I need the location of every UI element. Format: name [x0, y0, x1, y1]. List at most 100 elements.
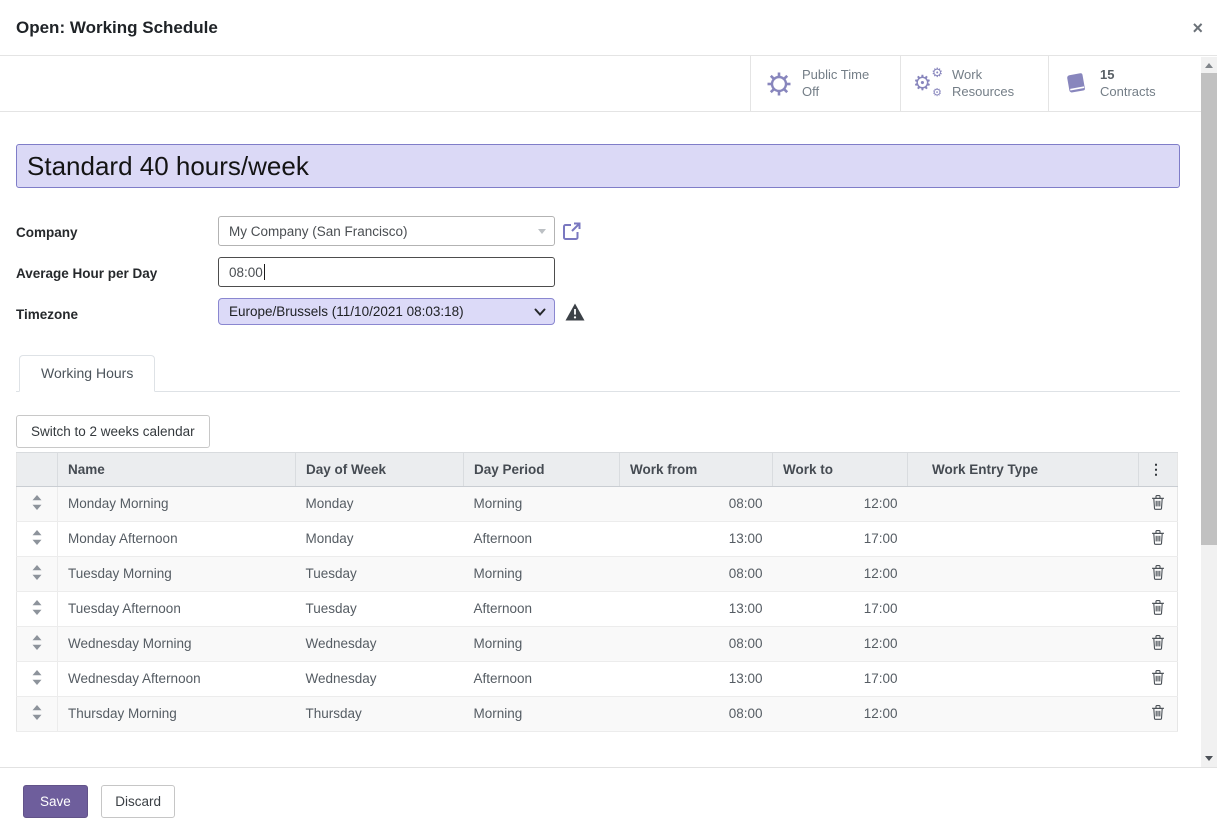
cell-day-period: Afternoon: [464, 591, 620, 626]
scroll-down-arrow-icon[interactable]: [1205, 756, 1213, 761]
drag-handle[interactable]: [17, 591, 58, 626]
cell-work-to: 17:00: [773, 521, 908, 556]
column-header-day-period[interactable]: Day Period: [464, 452, 620, 486]
modal-footer: Save Discard: [0, 767, 1217, 839]
table-header-row: Name Day of Week Day Period Work from Wo…: [17, 452, 1178, 486]
cell-work-from: 08:00: [620, 486, 773, 521]
cell-name: Thursday Morning: [58, 696, 296, 731]
stat-button-label: Work Resources: [952, 67, 1014, 101]
cell-day-of-week: Wednesday: [296, 626, 464, 661]
average-hour-label: Average Hour per Day: [16, 257, 166, 285]
cell-work-from: 08:00: [620, 626, 773, 661]
cell-work-to: 12:00: [773, 556, 908, 591]
vertical-scrollbar[interactable]: [1201, 57, 1217, 767]
cell-work-to: 17:00: [773, 661, 908, 696]
cell-work-entry-type: [908, 626, 1139, 661]
cell-day-period: Afternoon: [464, 521, 620, 556]
book-icon: [1062, 71, 1092, 97]
company-label: Company: [16, 216, 166, 244]
contracts-button[interactable]: 15 Contracts: [1048, 56, 1190, 111]
drag-handle[interactable]: [17, 661, 58, 696]
cell-work-entry-type: [908, 591, 1139, 626]
drag-handle[interactable]: [17, 556, 58, 591]
cell-name: Wednesday Morning: [58, 626, 296, 661]
table-row[interactable]: Tuesday Afternoon Tuesday Afternoon 13:0…: [17, 591, 1178, 626]
cell-work-to: 12:00: [773, 626, 908, 661]
table-row[interactable]: Monday Afternoon Monday Afternoon 13:00 …: [17, 521, 1178, 556]
notebook-tabs: Working Hours: [16, 355, 1180, 392]
cell-day-of-week: Thursday: [296, 696, 464, 731]
delete-row-button[interactable]: [1139, 521, 1178, 556]
save-button[interactable]: Save: [23, 785, 88, 818]
sun-icon: [764, 70, 794, 98]
drag-handle[interactable]: [17, 486, 58, 521]
delete-row-button[interactable]: [1139, 556, 1178, 591]
form-grid: Company My Company (San Francisco) Avera…: [16, 216, 1180, 326]
company-field[interactable]: My Company (San Francisco): [218, 216, 555, 246]
scrollbar-thumb[interactable]: [1201, 73, 1217, 545]
column-header-name[interactable]: Name: [58, 452, 296, 486]
timezone-label: Timezone: [16, 298, 166, 326]
cell-work-from: 13:00: [620, 591, 773, 626]
cell-work-entry-type: [908, 661, 1139, 696]
drag-handle[interactable]: [17, 521, 58, 556]
column-header-work-to[interactable]: Work to: [773, 452, 908, 486]
delete-row-button[interactable]: [1139, 486, 1178, 521]
ellipsis-v-icon[interactable]: ⋮: [1149, 461, 1163, 477]
close-icon[interactable]: ×: [1192, 19, 1203, 37]
cell-day-period: Morning: [464, 696, 620, 731]
contracts-count: 15: [1100, 67, 1114, 82]
cell-name: Monday Afternoon: [58, 521, 296, 556]
public-time-off-button[interactable]: Public Time Off: [750, 56, 900, 111]
caret-down-icon[interactable]: [538, 229, 546, 234]
drag-handle[interactable]: [17, 626, 58, 661]
column-header-work-entry-type[interactable]: Work Entry Type: [908, 452, 1139, 486]
column-header-work-from[interactable]: Work from: [620, 452, 773, 486]
optional-columns-header: ⋮: [1139, 452, 1178, 486]
cell-day-of-week: Tuesday: [296, 591, 464, 626]
table-row[interactable]: Wednesday Morning Wednesday Morning 08:0…: [17, 626, 1178, 661]
cell-day-period: Morning: [464, 626, 620, 661]
timezone-select[interactable]: Europe/Brussels (11/10/2021 08:03:18): [218, 298, 555, 325]
cell-work-entry-type: [908, 486, 1139, 521]
cell-work-to: 17:00: [773, 591, 908, 626]
table-row[interactable]: Monday Morning Monday Morning 08:00 12:0…: [17, 486, 1178, 521]
tab-working-hours[interactable]: Working Hours: [19, 355, 155, 392]
table-row[interactable]: Thursday Morning Thursday Morning 08:00 …: [17, 696, 1178, 731]
switch-two-weeks-button[interactable]: Switch to 2 weeks calendar: [16, 415, 210, 448]
cell-day-of-week: Tuesday: [296, 556, 464, 591]
cell-day-of-week: Wednesday: [296, 661, 464, 696]
cell-work-from: 08:00: [620, 556, 773, 591]
discard-button[interactable]: Discard: [101, 785, 175, 818]
cell-name: Tuesday Morning: [58, 556, 296, 591]
scroll-up-arrow-icon[interactable]: [1205, 63, 1213, 68]
external-link-icon[interactable]: [562, 221, 582, 241]
cell-work-entry-type: [908, 556, 1139, 591]
delete-row-button[interactable]: [1139, 696, 1178, 731]
stat-button-label: 15 Contracts: [1100, 67, 1156, 101]
work-resources-button[interactable]: ⚙ ⚙ ⚙ Work Resources: [900, 56, 1048, 111]
delete-row-button[interactable]: [1139, 591, 1178, 626]
cell-day-period: Afternoon: [464, 661, 620, 696]
schedule-name-input[interactable]: [16, 144, 1180, 188]
cell-name: Monday Morning: [58, 486, 296, 521]
cell-work-entry-type: [908, 696, 1139, 731]
gears-icon: ⚙ ⚙ ⚙: [914, 69, 944, 99]
delete-row-button[interactable]: [1139, 661, 1178, 696]
column-header-day-of-week[interactable]: Day of Week: [296, 452, 464, 486]
cell-name: Tuesday Afternoon: [58, 591, 296, 626]
cell-day-period: Morning: [464, 556, 620, 591]
cell-day-of-week: Monday: [296, 521, 464, 556]
cell-day-period: Morning: [464, 486, 620, 521]
drag-handle[interactable]: [17, 696, 58, 731]
cell-work-from: 13:00: [620, 521, 773, 556]
cell-work-entry-type: [908, 521, 1139, 556]
cell-work-to: 12:00: [773, 486, 908, 521]
delete-row-button[interactable]: [1139, 626, 1178, 661]
cell-work-from: 13:00: [620, 661, 773, 696]
average-hour-input[interactable]: 08:00: [218, 257, 555, 287]
stat-button-bar: Public Time Off ⚙ ⚙ ⚙ Work Resources: [0, 56, 1217, 112]
text-cursor: [264, 264, 265, 280]
table-row[interactable]: Tuesday Morning Tuesday Morning 08:00 12…: [17, 556, 1178, 591]
table-row[interactable]: Wednesday Afternoon Wednesday Afternoon …: [17, 661, 1178, 696]
